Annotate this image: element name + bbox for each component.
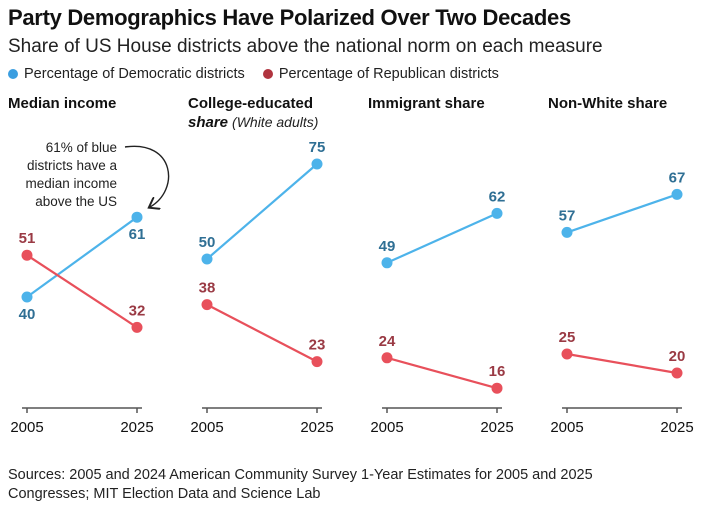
annotation-text: districts have a: [27, 158, 118, 173]
democratic-point: [201, 253, 213, 265]
data-label: 51: [19, 230, 36, 247]
data-label: 50: [199, 234, 216, 251]
annotation-arrow-icon: [124, 145, 170, 207]
data-label: 57: [559, 207, 576, 224]
republican-line: [386, 356, 498, 390]
panel-2: Immigrant share 2005 2025 49 62 24 16: [368, 95, 514, 436]
data-label: 20: [669, 348, 686, 365]
panel-title: College-educated: [188, 95, 313, 112]
panel-title: Non-White share: [548, 95, 667, 112]
x-tick-label: 2005: [10, 419, 43, 436]
annotation-text: 61% of blue: [46, 140, 117, 155]
data-label: 62: [489, 188, 506, 205]
data-label: 25: [559, 329, 576, 346]
democratic-point: [311, 158, 323, 170]
panel-note: (White adults): [232, 114, 318, 130]
legend-label-republican: Percentage of Republican districts: [278, 66, 499, 82]
sources-line-2: Congresses; MIT Election Data and Scienc…: [8, 486, 321, 502]
democratic-line: [206, 163, 318, 260]
panel-0: Median income 2005 2025 40 61 51 32 61% of blue…: [8, 95, 170, 436]
democratic-line: [26, 216, 138, 298]
data-label: 40: [19, 306, 36, 323]
legend-dot-democratic-icon: [8, 69, 18, 79]
republican-line: [26, 254, 138, 329]
panel-title: Immigrant share: [368, 95, 485, 112]
democratic-point: [491, 207, 503, 219]
x-tick-label: 2005: [190, 419, 223, 436]
x-tick-label: 2005: [370, 419, 403, 436]
panel-title-share: share: [188, 114, 228, 131]
republican-point: [381, 352, 393, 364]
democratic-point: [21, 291, 33, 303]
x-tick-label: 2025: [120, 419, 153, 436]
sources-note: Sources: 2005 and 2024 American Communit…: [8, 466, 698, 504]
legend: Percentage of Democratic districts Perce…: [8, 66, 517, 82]
annotation-text: above the US: [35, 194, 117, 209]
data-label: 32: [129, 302, 146, 319]
legend-item-republican: Percentage of Republican districts: [262, 66, 499, 82]
data-label: 23: [309, 337, 326, 354]
democratic-point: [131, 211, 143, 223]
annotation-text: median income: [25, 176, 117, 191]
data-label: 16: [489, 363, 506, 380]
republican-point: [21, 249, 33, 261]
data-label: 67: [669, 169, 686, 186]
republican-point: [491, 382, 503, 394]
democratic-point: [671, 188, 683, 200]
panel-title: Median income: [8, 95, 116, 112]
democratic-line: [566, 193, 678, 234]
republican-point: [131, 321, 143, 333]
democratic-line: [386, 212, 498, 264]
republican-point: [671, 367, 683, 379]
chart-subtitle: Share of US House districts above the na…: [8, 36, 603, 57]
data-label: 75: [309, 139, 326, 156]
democratic-point: [561, 226, 573, 238]
data-label: 61: [129, 226, 146, 243]
x-tick-label: 2025: [300, 419, 333, 436]
republican-point: [311, 356, 323, 368]
republican-point: [561, 348, 573, 360]
republican-line: [206, 303, 318, 363]
panel-3: Non-White share 2005 2025 57 67 25 20: [548, 95, 694, 436]
chart-title: Party Demographics Have Polarized Over T…: [8, 5, 571, 30]
x-tick-label: 2005: [550, 419, 583, 436]
legend-dot-republican-icon: [262, 69, 273, 79]
legend-label-democratic: Percentage of Democratic districts: [24, 66, 245, 82]
x-tick-label: 2025: [480, 419, 513, 436]
democratic-point: [381, 257, 393, 269]
panel-1: College-educated share (White adults) 2005 2…: [188, 95, 334, 436]
annotation: 61% of blue districts have a median income…: [25, 140, 170, 209]
legend-item-democratic: Percentage of Democratic districts: [8, 66, 245, 82]
republican-point: [201, 299, 213, 311]
data-label: 24: [379, 333, 396, 350]
panel-title-line2: share (White adults): [188, 114, 318, 131]
data-label: 49: [379, 238, 396, 255]
data-label: 38: [199, 280, 216, 297]
x-tick-label: 2025: [660, 419, 693, 436]
sources-line-1: Sources: 2005 and 2024 American Communit…: [8, 467, 593, 483]
republican-line: [566, 352, 678, 375]
